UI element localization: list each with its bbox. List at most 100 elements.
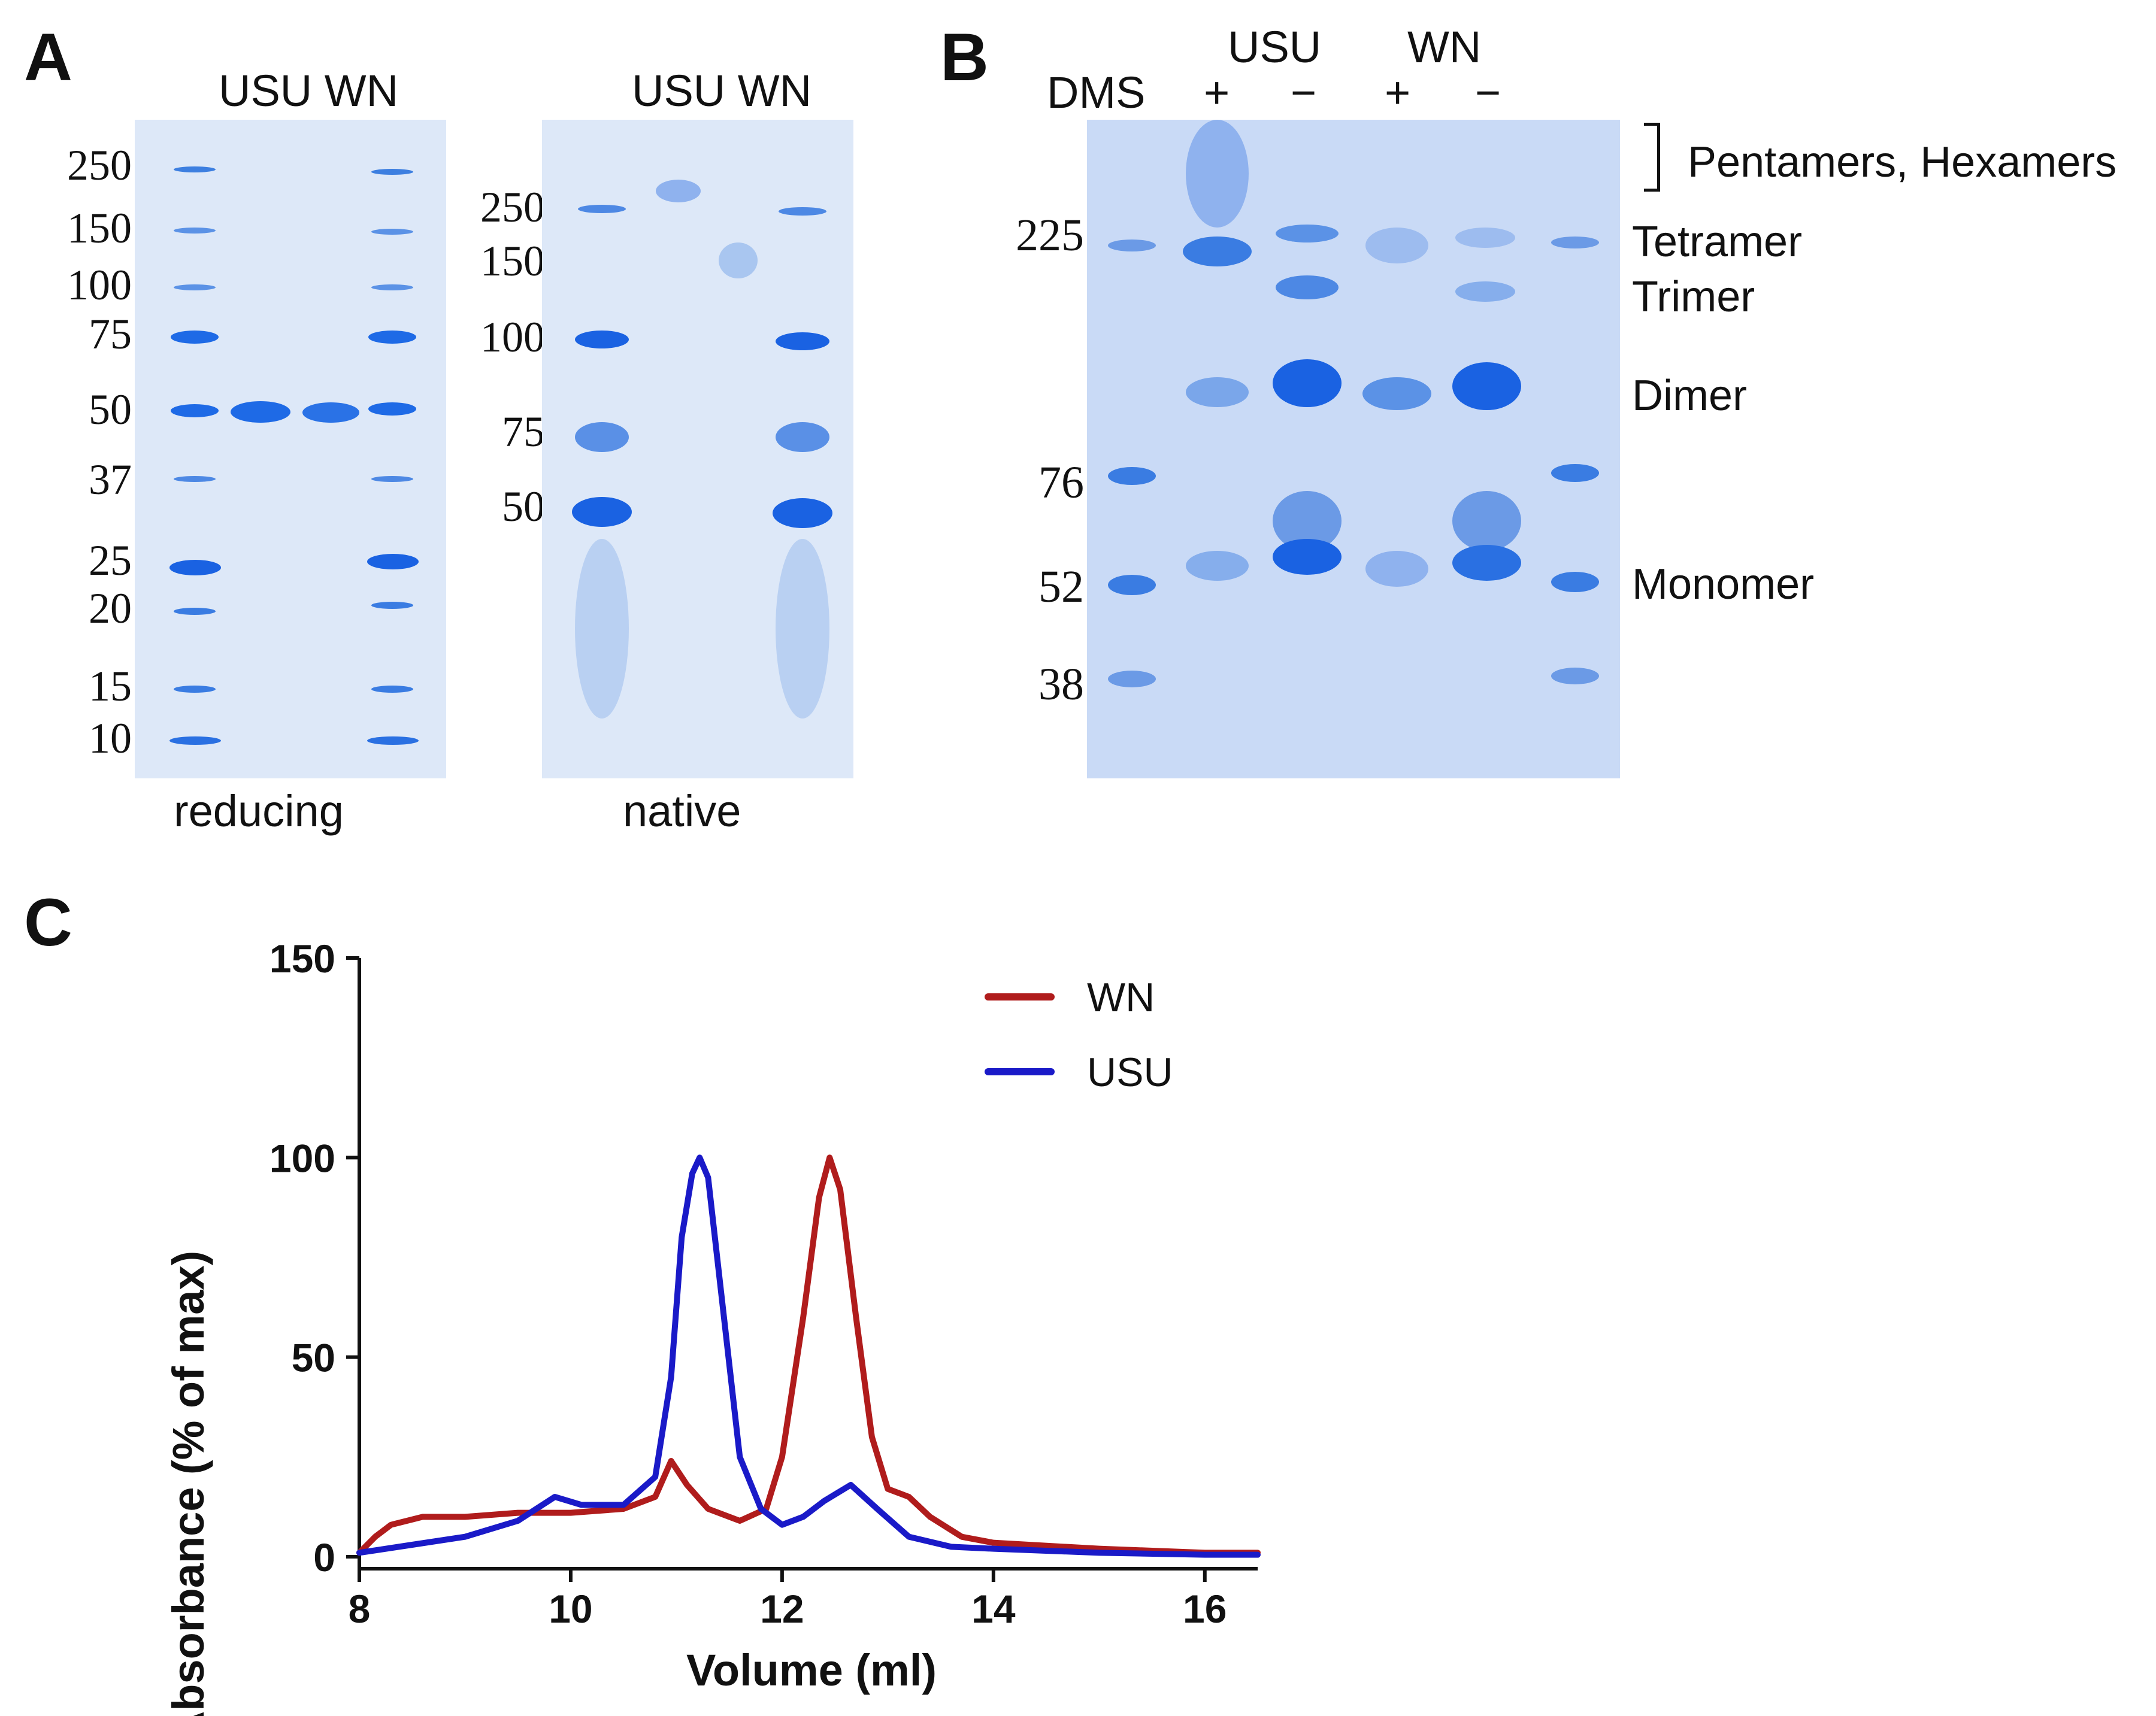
- mw-label: 150: [480, 237, 545, 285]
- chart-legend: WN USU: [985, 975, 1173, 1095]
- ladder-band: [1551, 464, 1599, 482]
- ladder-band: [1551, 237, 1599, 248]
- ladder-band: [371, 686, 413, 693]
- species-label: Monomer: [1632, 560, 1815, 608]
- ladder-band: [174, 686, 216, 693]
- ladder-band: [1551, 668, 1599, 684]
- dimer-band: [1362, 377, 1431, 410]
- mw-label: 25: [89, 536, 132, 584]
- mw-label: 37: [89, 456, 132, 504]
- smear: [1186, 120, 1249, 228]
- ladder-band: [779, 207, 826, 216]
- y-tick-label: 100: [270, 1136, 335, 1180]
- x-tick-label: 14: [971, 1587, 1016, 1631]
- ladder-band: [174, 476, 216, 482]
- mw-label: 100: [480, 313, 545, 361]
- series-line-usu: [356, 1154, 1261, 1558]
- dms-sign: +: [1385, 68, 1411, 117]
- dms-sign: −: [1291, 68, 1317, 117]
- mw-label: 15: [89, 662, 132, 710]
- legend-label: WN: [1087, 975, 1155, 1020]
- mw-label-b: 76: [1038, 457, 1084, 508]
- dimer-band: [1273, 359, 1342, 407]
- species-label: Trimer: [1632, 273, 1755, 321]
- dimer-band: [1452, 362, 1521, 410]
- smear: [1365, 228, 1428, 263]
- ladder-band: [371, 602, 413, 609]
- wn-native-band: [719, 242, 758, 278]
- native-gel-header: USU WN: [632, 66, 812, 116]
- mw-label: 100: [67, 261, 132, 309]
- monomer-band: [1365, 551, 1428, 587]
- ladder-band: [371, 169, 413, 175]
- ladder-band: [174, 166, 216, 172]
- mw-label-b: 38: [1038, 659, 1084, 710]
- ladder-band: [1108, 467, 1156, 485]
- mw-label: 75: [89, 310, 132, 358]
- y-tick-label: 0: [313, 1535, 335, 1579]
- ladder-band: [1108, 575, 1156, 595]
- ladder-smear: [776, 539, 829, 718]
- tetramer-band: [1455, 228, 1515, 248]
- sec-chromatogram: 0 50 100 150 8 10 12 14 16 WN USU Volume (ml) Abs…: [163, 936, 1261, 1716]
- ladder-band: [1108, 671, 1156, 687]
- native-gel: [542, 120, 853, 778]
- native-gel-caption: native: [623, 786, 741, 836]
- oligomer-bracket: [1644, 123, 1660, 192]
- ladder-band: [776, 332, 829, 350]
- species-label: Pentamers, Hexamers: [1688, 138, 2117, 186]
- trimer-band: [1276, 275, 1339, 299]
- monomer-band: [1273, 539, 1342, 575]
- mw-label: 50: [89, 386, 132, 433]
- y-axis-label: Absorbance (% of max): [163, 1251, 213, 1716]
- ladder-smear: [575, 539, 629, 718]
- tetramer-band: [1183, 237, 1252, 266]
- dimer-band: [1186, 377, 1249, 407]
- chart-axes: 0 50 100 150 8 10 12 14 16: [270, 936, 1258, 1631]
- mw-label: 150: [67, 204, 132, 252]
- ladder-band: [171, 331, 219, 344]
- monomer-band: [1452, 545, 1521, 581]
- wn-reduced-band: [302, 402, 359, 423]
- mw-label-b: 52: [1038, 562, 1084, 612]
- tetramer-band: [1276, 225, 1339, 242]
- ladder-band: [368, 331, 416, 344]
- ladder-band: [371, 229, 413, 235]
- panel-a-letter: A: [24, 20, 72, 95]
- trimer-band: [1455, 281, 1515, 302]
- dms-sign: +: [1204, 68, 1230, 117]
- ladder-band: [776, 422, 829, 452]
- monomer-band: [1186, 551, 1249, 581]
- ladder-band: [371, 284, 413, 290]
- dms-sign: −: [1475, 68, 1501, 117]
- group-label-usu: USU: [1228, 22, 1322, 72]
- mw-label: 250: [480, 183, 545, 231]
- x-tick-label: 8: [349, 1587, 371, 1631]
- crosslink-gel: [1087, 120, 1620, 778]
- mw-label: 250: [67, 141, 132, 189]
- group-label-wn: WN: [1407, 22, 1482, 72]
- ladder-band: [371, 476, 413, 482]
- ladder-band: [174, 228, 216, 234]
- mw-label: 10: [89, 714, 132, 762]
- ladder-band: [575, 422, 629, 452]
- ladder-band: [1551, 572, 1599, 592]
- usu-native-band: [656, 180, 701, 202]
- ladder-band: [578, 205, 626, 213]
- ladder-band: [575, 331, 629, 348]
- reducing-gel: [135, 120, 446, 778]
- ladder-band: [171, 404, 219, 417]
- mw-label-b: 225: [1016, 210, 1084, 260]
- legend-label: USU: [1087, 1050, 1173, 1095]
- mw-label: 20: [89, 584, 132, 632]
- y-tick-label: 150: [270, 936, 335, 981]
- ladder-band: [169, 736, 221, 745]
- ladder-band: [1108, 239, 1156, 251]
- usu-reduced-band: [231, 401, 290, 423]
- reducing-gel-caption: reducing: [174, 786, 344, 836]
- ladder-band: [368, 402, 416, 416]
- y-tick-label: 50: [292, 1336, 335, 1380]
- x-tick-label: 16: [1183, 1587, 1227, 1631]
- ladder-band: [169, 560, 221, 575]
- mw-label: 75: [502, 408, 545, 456]
